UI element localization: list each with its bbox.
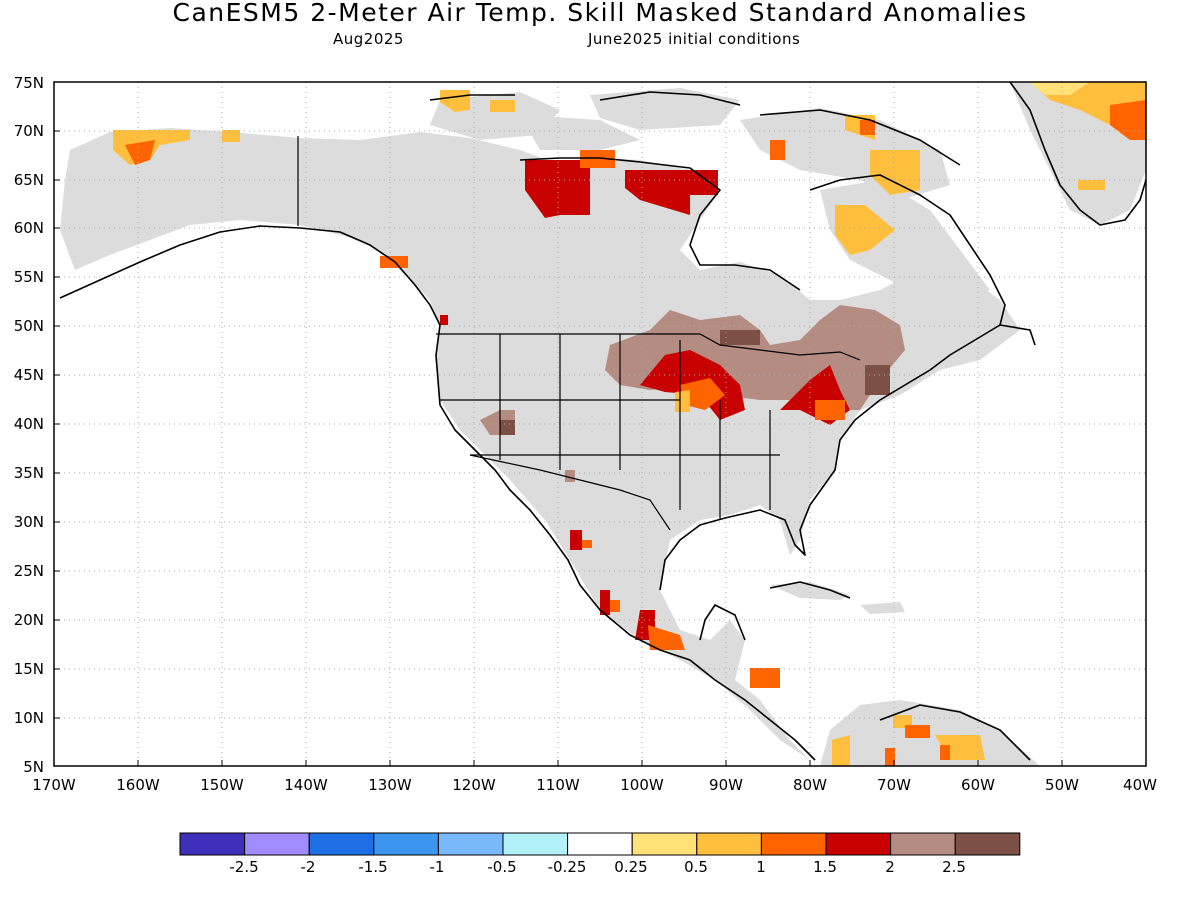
legend-color-box [825,832,892,856]
anomaly-cells [113,82,1146,766]
legend-color-box [760,832,827,856]
legend-label: -2.5 [229,858,258,876]
map-gridlines [54,82,1146,766]
lat-tick-55n: 55N [14,268,44,286]
legend-color-box [567,832,633,856]
map-area [54,82,1146,766]
lat-tick-40n: 40N [14,415,44,433]
legend-color-box [696,832,762,856]
lat-tick-20n: 20N [14,611,44,629]
lon-axis-labels: 170W 160W 150W 140W 130W 120W 110W 100W … [32,776,1157,794]
legend-color-box [373,832,439,856]
lon-tick-130w: 130W [368,776,412,794]
legend-color-box [502,832,569,856]
lon-tick-70w: 70W [877,776,911,794]
lon-tick-60w: 60W [961,776,995,794]
lat-tick-50n: 50N [14,317,44,335]
lat-tick-15n: 15N [14,660,44,678]
legend-color-box [179,832,246,856]
coastlines [59,82,1146,761]
lat-tick-30n: 30N [14,513,44,531]
lon-tick-110w: 110W [536,776,580,794]
legend-color-box [890,832,956,856]
axis-tick-marks [54,130,1063,766]
lat-axis-labels: 5N 10N 15N 20N 25N 30N 35N 40N 45N 50N 5… [14,74,44,776]
lon-tick-90w: 90W [709,776,743,794]
lat-tick-45n: 45N [14,366,44,384]
legend-color-box [631,832,698,856]
legend-label: 0.25 [614,858,647,876]
legend-label: 2 [885,858,895,876]
legend-color-box [308,832,375,856]
lon-tick-120w: 120W [452,776,496,794]
lon-tick-170w: 170W [32,776,76,794]
lon-tick-40w: 40W [1123,776,1157,794]
lon-tick-150w: 150W [200,776,244,794]
legend-color-boxes [179,832,1021,856]
lon-tick-50w: 50W [1045,776,1079,794]
lat-tick-35n: 35N [14,464,44,482]
legend-label: -0.5 [487,858,516,876]
color-legend: -2.5 -2 -1.5 -1 -0.5 -0.25 0.25 0.5 1 1.… [179,832,1021,876]
legend-label: 1.5 [813,858,837,876]
lat-tick-60n: 60N [14,219,44,237]
lon-tick-100w: 100W [620,776,664,794]
lat-tick-75n: 75N [14,74,44,92]
initial-conditions-label: June2025 initial conditions [588,30,801,48]
lon-tick-140w: 140W [284,776,328,794]
lon-tick-80w: 80W [793,776,827,794]
legend-label: -2 [301,858,316,876]
political-borders [297,136,861,531]
legend-label: -0.25 [548,858,587,876]
lat-tick-25n: 25N [14,562,44,580]
lon-tick-160w: 160W [116,776,160,794]
valid-month-label: Aug2025 [333,30,404,48]
legend-label: 0.5 [684,858,708,876]
lat-tick-5n: 5N [23,758,44,776]
legend-label: 2.5 [942,858,966,876]
legend-label: 1 [756,858,766,876]
lat-tick-70n: 70N [14,122,44,140]
legend-tick-labels: -2.5 -2 -1.5 -1 -0.5 -0.25 0.25 0.5 1 1.… [229,858,966,876]
map-title: CanESM5 2-Meter Air Temp. Skill Masked S… [172,0,1028,27]
legend-label: -1 [430,858,445,876]
lat-tick-65n: 65N [14,171,44,189]
lat-tick-10n: 10N [14,709,44,727]
legend-color-box [437,832,504,856]
legend-color-box [244,832,310,856]
legend-color-box [954,832,1021,856]
legend-label: -1.5 [358,858,387,876]
